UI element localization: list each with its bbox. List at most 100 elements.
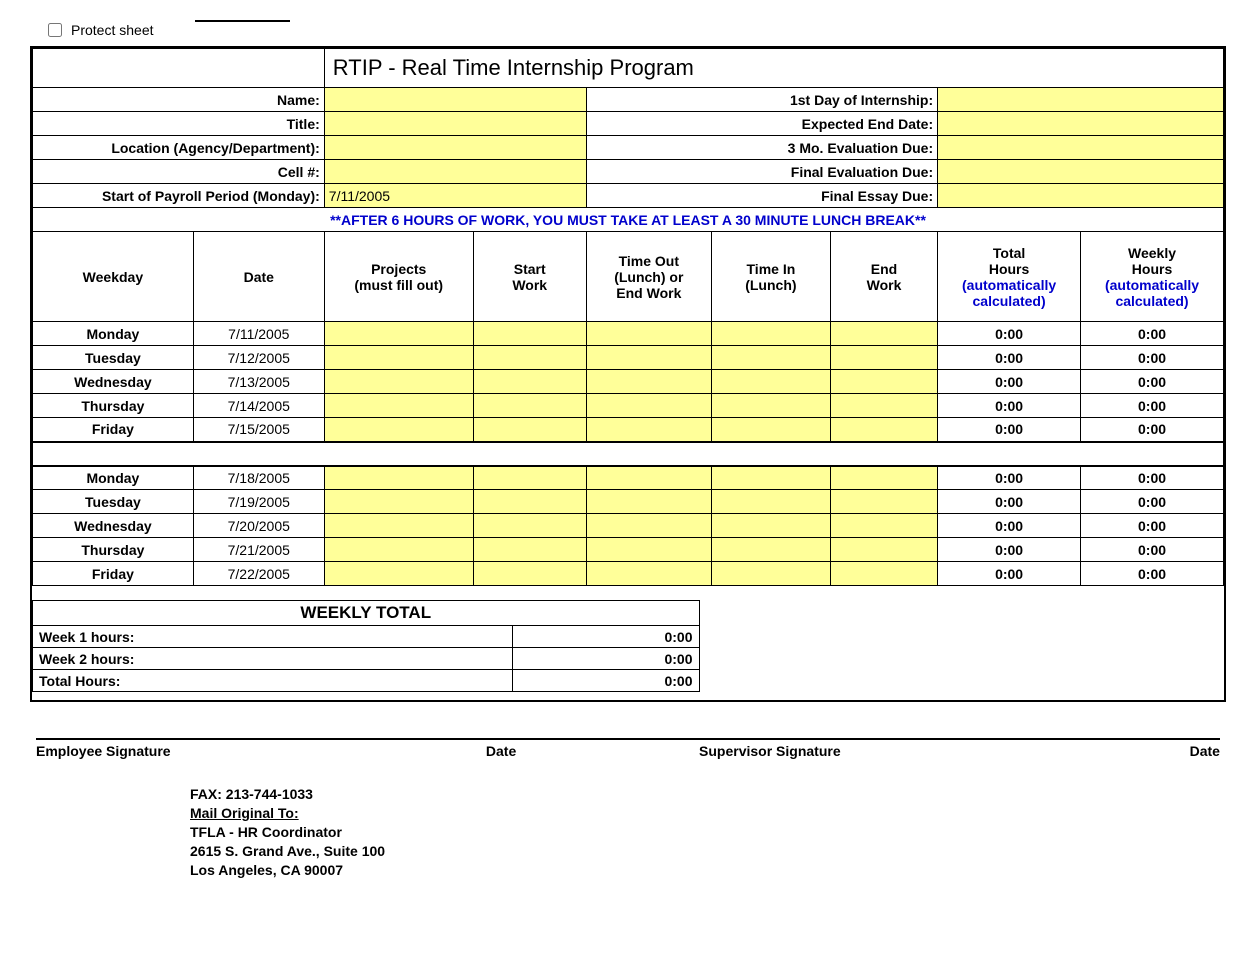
cell-start[interactable] [473, 538, 586, 562]
contact-fax: FAX: 213-744-1033 [190, 785, 1236, 804]
cell-projects[interactable] [324, 538, 473, 562]
cell-timein[interactable] [711, 538, 830, 562]
cell-timeout[interactable] [586, 490, 711, 514]
col-weekday: Weekday [33, 232, 194, 322]
cell-weekly: 0:00 [1081, 466, 1224, 490]
cell-weekly: 0:00 [1081, 562, 1224, 586]
cell-projects[interactable] [324, 370, 473, 394]
cell-date: 7/11/2005 [193, 322, 324, 346]
input-final-essay[interactable] [938, 184, 1224, 208]
cell-projects[interactable] [324, 466, 473, 490]
cell-timeout[interactable] [586, 394, 711, 418]
cell-timein[interactable] [711, 394, 830, 418]
cell-start[interactable] [473, 346, 586, 370]
cell-start[interactable] [473, 562, 586, 586]
cell-end[interactable] [830, 370, 937, 394]
cell-start[interactable] [473, 514, 586, 538]
cell-date: 7/12/2005 [193, 346, 324, 370]
cell-start[interactable] [473, 394, 586, 418]
cell-projects[interactable] [324, 562, 473, 586]
cell-start[interactable] [473, 418, 586, 442]
cell-date: 7/13/2005 [193, 370, 324, 394]
input-final-eval[interactable] [938, 160, 1224, 184]
cell-weekly: 0:00 [1081, 346, 1224, 370]
input-eval3[interactable] [938, 136, 1224, 160]
cell-weekly: 0:00 [1081, 322, 1224, 346]
cell-date: 7/19/2005 [193, 490, 324, 514]
protect-checkbox-label: Protect sheet [71, 22, 154, 38]
cell-projects[interactable] [324, 418, 473, 442]
cell-timein[interactable] [711, 490, 830, 514]
cell-projects[interactable] [324, 490, 473, 514]
protect-sheet-checkbox[interactable]: Protect sheet [44, 20, 1236, 40]
cell-total: 0:00 [938, 346, 1081, 370]
cell-projects[interactable] [324, 322, 473, 346]
label-title: Title: [33, 112, 325, 136]
cell-timein[interactable] [711, 418, 830, 442]
col-weekly: Weekly Hours (automatically calculated) [1081, 232, 1224, 322]
cell-timeout[interactable] [586, 562, 711, 586]
input-name[interactable] [324, 88, 586, 112]
cell-start[interactable] [473, 322, 586, 346]
input-cell[interactable] [324, 160, 586, 184]
cell-total: 0:00 [938, 394, 1081, 418]
table-row: Thursday7/14/20050:000:00 [33, 394, 1224, 418]
input-first-day[interactable] [938, 88, 1224, 112]
cell-end[interactable] [830, 322, 937, 346]
input-payroll-start[interactable]: 7/11/2005 [324, 184, 586, 208]
cell-weekly: 0:00 [1081, 514, 1224, 538]
table-row: Friday7/22/20050:000:00 [33, 562, 1224, 586]
table-row: Thursday7/21/20050:000:00 [33, 538, 1224, 562]
contact-addr2: Los Angeles, CA 90007 [190, 861, 1236, 880]
cell-timein[interactable] [711, 322, 830, 346]
col-date: Date [193, 232, 324, 322]
cell-end[interactable] [830, 346, 937, 370]
cell-timein[interactable] [711, 562, 830, 586]
cell-projects[interactable] [324, 346, 473, 370]
cell-timein[interactable] [711, 370, 830, 394]
cell-start[interactable] [473, 490, 586, 514]
cell-weekday: Wednesday [33, 514, 194, 538]
input-expected-end[interactable] [938, 112, 1224, 136]
sig-date-1: Date [486, 743, 699, 759]
cell-end[interactable] [830, 538, 937, 562]
cell-timein[interactable] [711, 466, 830, 490]
cell-timeout[interactable] [586, 322, 711, 346]
col-timeout: Time Out (Lunch) or End Work [586, 232, 711, 322]
cell-timeout[interactable] [586, 370, 711, 394]
cell-timeout[interactable] [586, 346, 711, 370]
lunch-notice: **AFTER 6 HOURS OF WORK, YOU MUST TAKE A… [33, 208, 1224, 232]
cell-total: 0:00 [938, 466, 1081, 490]
cell-total: 0:00 [938, 418, 1081, 442]
protect-checkbox-input[interactable] [48, 23, 62, 37]
summary-value: 0:00 [512, 648, 699, 670]
cell-timeout[interactable] [586, 514, 711, 538]
summary-row: Week 1 hours:0:00 [33, 626, 700, 648]
cell-timein[interactable] [711, 514, 830, 538]
cell-timein[interactable] [711, 346, 830, 370]
cell-start[interactable] [473, 466, 586, 490]
col-projects: Projects (must fill out) [324, 232, 473, 322]
cell-weekday: Friday [33, 418, 194, 442]
cell-end[interactable] [830, 490, 937, 514]
cell-end[interactable] [830, 418, 937, 442]
cell-weekly: 0:00 [1081, 370, 1224, 394]
cell-timeout[interactable] [586, 466, 711, 490]
col-end: End Work [830, 232, 937, 322]
cell-end[interactable] [830, 466, 937, 490]
cell-weekday: Tuesday [33, 490, 194, 514]
input-location[interactable] [324, 136, 586, 160]
label-location: Location (Agency/Department): [33, 136, 325, 160]
cell-end[interactable] [830, 562, 937, 586]
cell-start[interactable] [473, 370, 586, 394]
table-row: Wednesday7/13/20050:000:00 [33, 370, 1224, 394]
cell-end[interactable] [830, 514, 937, 538]
cell-end[interactable] [830, 394, 937, 418]
cell-projects[interactable] [324, 394, 473, 418]
contact-addr1: 2615 S. Grand Ave., Suite 100 [190, 842, 1236, 861]
input-title[interactable] [324, 112, 586, 136]
summary-label: Total Hours: [33, 670, 513, 692]
cell-timeout[interactable] [586, 538, 711, 562]
cell-projects[interactable] [324, 514, 473, 538]
cell-timeout[interactable] [586, 418, 711, 442]
